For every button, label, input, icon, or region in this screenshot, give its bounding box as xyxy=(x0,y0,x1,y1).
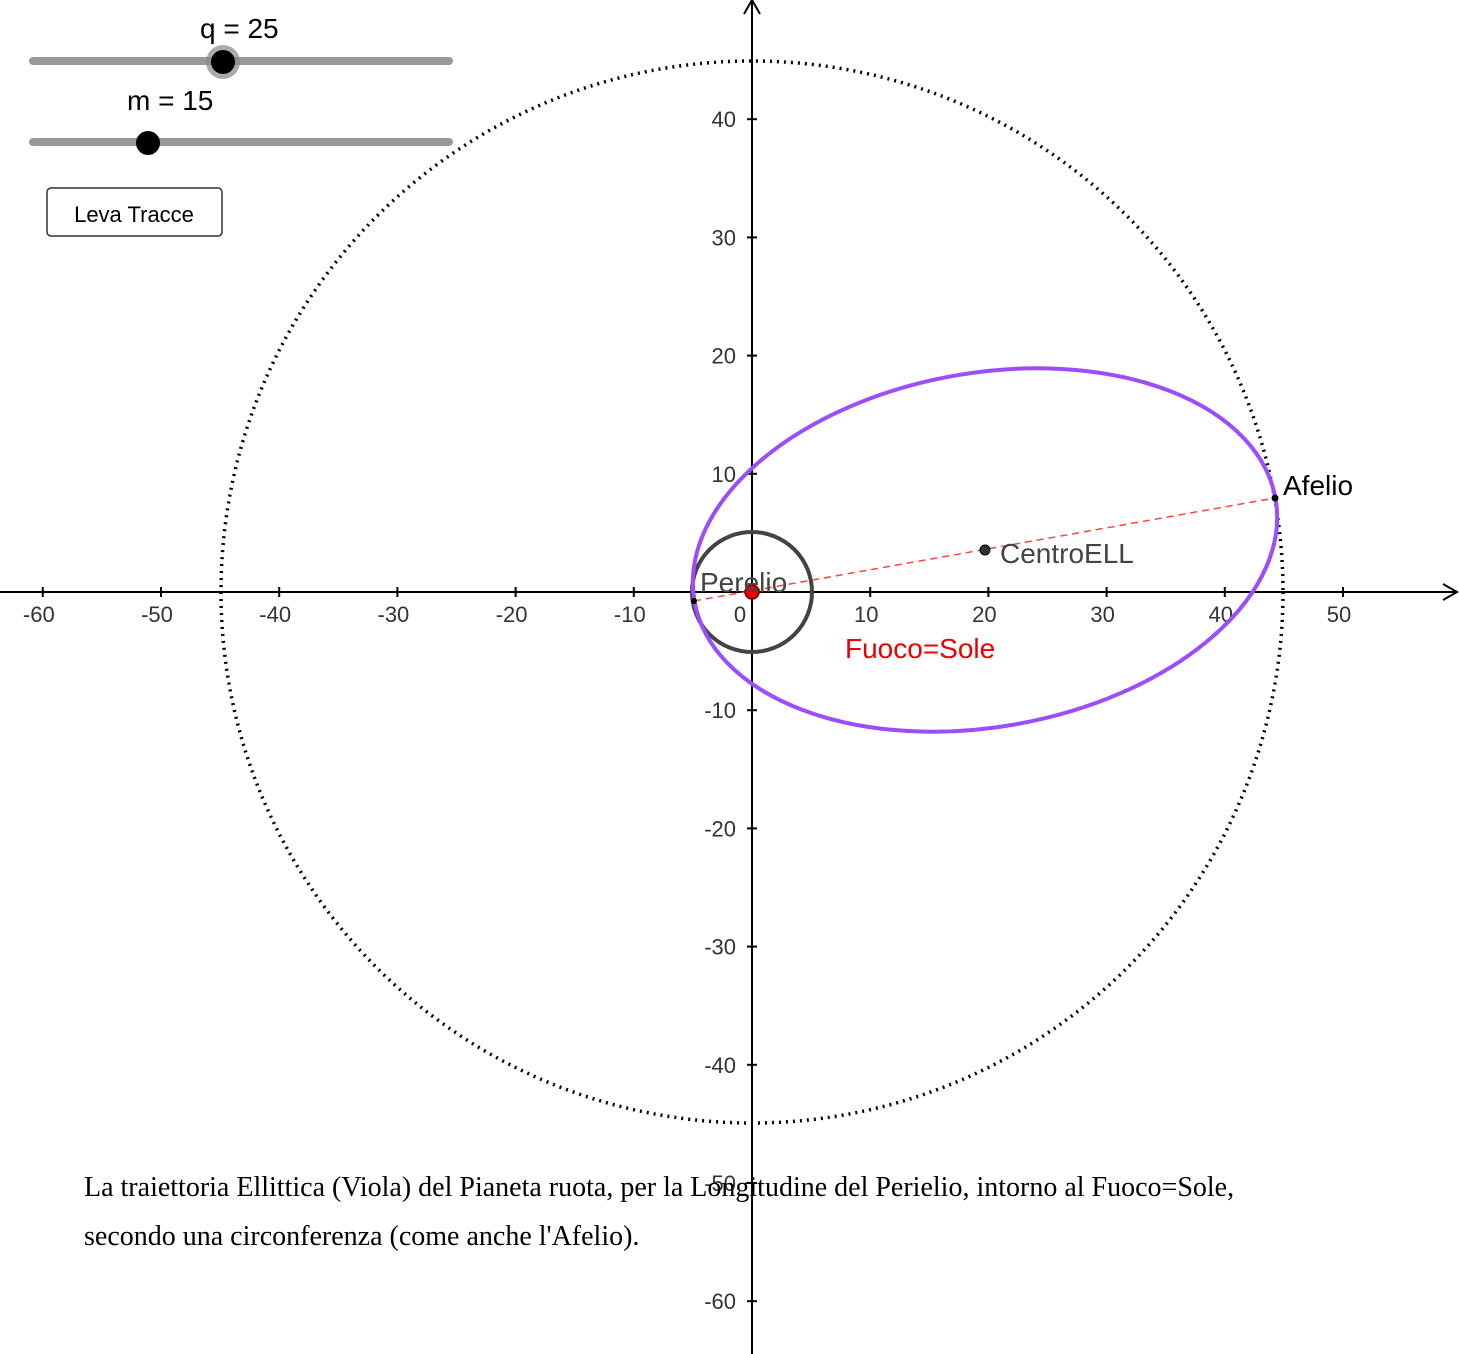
centro-point xyxy=(979,544,991,556)
x-tick-label: -50 xyxy=(141,602,173,627)
sun-point xyxy=(744,584,760,600)
y-tick-label: 40 xyxy=(712,107,736,132)
x-tick-label: -20 xyxy=(496,602,528,627)
slider-thumb[interactable] xyxy=(136,131,160,155)
y-tick-label: -20 xyxy=(704,816,736,841)
button-label[interactable]: Leva Tracce xyxy=(74,202,194,227)
x-tick-label: -40 xyxy=(259,602,291,627)
y-tick-label: 20 xyxy=(712,344,736,369)
button[interactable]: Leva Tracce xyxy=(46,187,223,237)
label-perielio: Perelio xyxy=(700,567,787,598)
y-tick-label: -50 xyxy=(704,1171,736,1196)
slider-label: m = 15 xyxy=(127,85,213,116)
caption-line: La traiettoria Ellittica (Viola) del Pia… xyxy=(84,1172,1234,1203)
x-tick-label: 50 xyxy=(1327,602,1351,627)
x-tick-label: -30 xyxy=(378,602,410,627)
caption-line: secondo una circonferenza (come anche l'… xyxy=(84,1221,639,1252)
y-tick-label: -40 xyxy=(704,1053,736,1078)
x-tick-label: 10 xyxy=(854,602,878,627)
x-tick-label: 30 xyxy=(1090,602,1114,627)
slider-thumb[interactable] xyxy=(211,50,235,74)
x-tick-label: -10 xyxy=(614,602,646,627)
y-tick-label: 10 xyxy=(712,462,736,487)
label-fuoco: Fuoco=Sole xyxy=(845,633,995,664)
y-tick-label: -60 xyxy=(704,1289,736,1314)
label-afelio: Afelio xyxy=(1283,470,1353,501)
y-arrow xyxy=(743,0,761,15)
y-tick-label: -10 xyxy=(704,698,736,723)
x-tick-label: -60 xyxy=(23,602,55,627)
y-tick-label: -30 xyxy=(704,935,736,960)
x-arrow xyxy=(1442,583,1459,601)
y-tick-label: 30 xyxy=(712,225,736,250)
ticks: -60 -50 -40 -30 -20 -10 0 10 20 30 40 5040302010-10… xyxy=(23,107,1351,1314)
afelio-point xyxy=(1271,494,1279,502)
perielio-point xyxy=(691,598,697,604)
button-box[interactable] xyxy=(46,187,223,237)
x-tick-label: 0 xyxy=(734,602,746,627)
slider-label: q = 25 xyxy=(200,13,279,44)
x-tick-label: 20 xyxy=(972,602,996,627)
label-centro: CentroELL xyxy=(1000,538,1134,569)
apse-line xyxy=(693,497,1276,602)
